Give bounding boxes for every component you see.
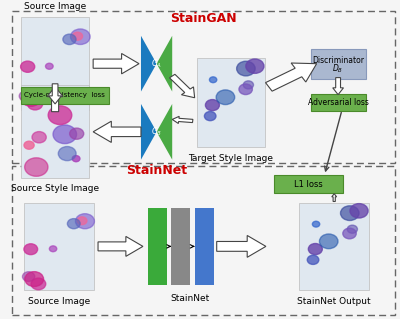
FancyBboxPatch shape [148, 208, 167, 285]
Polygon shape [156, 36, 172, 92]
Polygon shape [93, 121, 141, 142]
Circle shape [308, 243, 322, 255]
Circle shape [67, 219, 80, 229]
Polygon shape [47, 86, 63, 112]
Polygon shape [266, 63, 317, 91]
Circle shape [72, 32, 82, 40]
Polygon shape [49, 84, 62, 104]
Text: $G_A$: $G_A$ [151, 57, 162, 70]
Text: $D_B$: $D_B$ [332, 63, 344, 76]
Circle shape [24, 141, 34, 149]
Circle shape [307, 255, 319, 264]
FancyBboxPatch shape [21, 87, 109, 104]
Circle shape [243, 81, 254, 89]
Circle shape [25, 158, 48, 176]
Circle shape [216, 90, 235, 105]
Polygon shape [98, 236, 143, 256]
Polygon shape [333, 78, 344, 95]
Text: Adversarial loss: Adversarial loss [308, 98, 368, 107]
Circle shape [46, 63, 53, 69]
Circle shape [76, 214, 94, 229]
Circle shape [48, 106, 72, 124]
Circle shape [28, 98, 43, 110]
Circle shape [343, 228, 356, 239]
Circle shape [206, 100, 219, 111]
Circle shape [32, 131, 46, 143]
FancyBboxPatch shape [24, 203, 94, 290]
Circle shape [63, 34, 76, 45]
Circle shape [239, 84, 252, 95]
Circle shape [21, 61, 35, 72]
Circle shape [58, 146, 76, 161]
Text: StainNet Output: StainNet Output [297, 298, 371, 307]
Circle shape [24, 244, 38, 255]
Circle shape [237, 61, 255, 76]
Text: $G_B$: $G_B$ [151, 126, 162, 138]
Circle shape [19, 91, 32, 101]
FancyBboxPatch shape [310, 94, 366, 111]
Polygon shape [217, 235, 266, 257]
Text: StainGAN: StainGAN [170, 12, 237, 25]
FancyBboxPatch shape [274, 175, 343, 193]
Polygon shape [141, 36, 156, 92]
Text: Target Style Image: Target Style Image [188, 154, 273, 163]
Circle shape [72, 156, 80, 162]
Circle shape [77, 217, 87, 225]
Text: StainNet: StainNet [126, 164, 187, 177]
FancyBboxPatch shape [196, 58, 265, 146]
Circle shape [347, 225, 358, 233]
Polygon shape [170, 74, 195, 98]
Text: L1 loss: L1 loss [294, 180, 323, 189]
Polygon shape [332, 194, 337, 202]
Circle shape [340, 206, 359, 220]
FancyBboxPatch shape [172, 208, 190, 285]
Polygon shape [93, 54, 139, 74]
Circle shape [31, 278, 46, 290]
Text: Source Style Image: Source Style Image [11, 184, 99, 193]
Polygon shape [141, 104, 156, 160]
Circle shape [246, 59, 264, 73]
FancyBboxPatch shape [195, 208, 214, 285]
Circle shape [320, 234, 338, 249]
Circle shape [70, 29, 90, 44]
Circle shape [22, 272, 35, 281]
Text: Cycle-consistency  loss: Cycle-consistency loss [24, 92, 105, 98]
Circle shape [21, 91, 41, 106]
Circle shape [204, 112, 216, 121]
FancyBboxPatch shape [310, 49, 366, 78]
Circle shape [53, 125, 76, 144]
Circle shape [49, 246, 57, 252]
Text: Source Image: Source Image [24, 2, 86, 11]
Circle shape [70, 128, 84, 139]
FancyBboxPatch shape [21, 85, 89, 178]
Polygon shape [156, 104, 172, 160]
Text: Source Image: Source Image [28, 298, 90, 307]
Circle shape [312, 221, 320, 227]
FancyBboxPatch shape [299, 203, 369, 290]
Circle shape [350, 204, 368, 218]
Circle shape [25, 272, 44, 286]
Polygon shape [172, 116, 193, 123]
Circle shape [210, 77, 217, 83]
FancyBboxPatch shape [21, 17, 89, 110]
Text: StainNet: StainNet [170, 294, 210, 303]
Text: Discriminator: Discriminator [312, 56, 364, 65]
